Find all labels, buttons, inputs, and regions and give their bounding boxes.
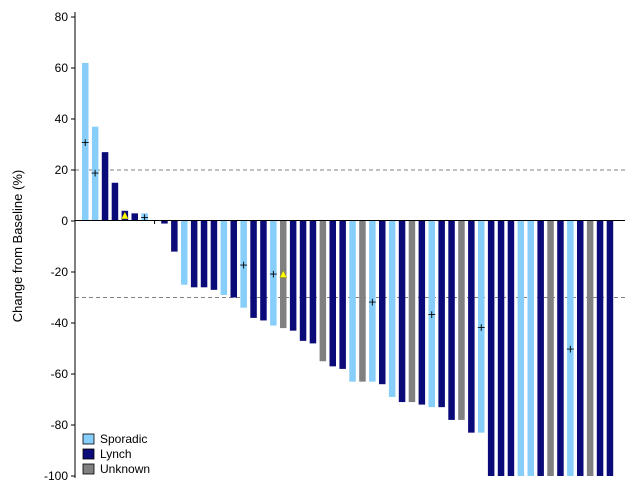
bar-lynch: [230, 221, 237, 298]
bar-lynch: [537, 221, 544, 476]
bar-sporadic: [428, 221, 435, 408]
bar-sporadic: [82, 62, 89, 222]
bar-lynch: [101, 152, 109, 221]
legend-label-sporadic: Sporadic: [100, 432, 147, 446]
triangle-marker: [121, 211, 129, 220]
bar-lynch: [487, 221, 495, 476]
bar-sporadic: [527, 221, 534, 476]
bar-lynch: [260, 221, 267, 321]
bar-lynch: [210, 221, 218, 290]
bar-unknown: [408, 221, 416, 403]
y-tick-label: 40: [55, 112, 69, 126]
bar-lynch: [379, 221, 386, 385]
bar-lynch: [398, 221, 406, 403]
bar-lynch: [190, 221, 198, 288]
bar-sporadic: [388, 221, 396, 397]
bar-lynch: [111, 182, 119, 221]
bar-lynch: [161, 221, 168, 224]
legend-swatch-unknown: [82, 463, 95, 475]
triangle-marker: [279, 270, 288, 278]
legend-label-unknown: Unknown: [100, 462, 150, 476]
bar-sporadic: [349, 221, 356, 382]
bar-sporadic: [220, 221, 228, 295]
bar-sporadic: [478, 221, 485, 433]
y-ticks: 80 60 40 20 0 -20 -40 -60 -80 -100: [44, 10, 75, 483]
bar-lynch: [200, 221, 208, 288]
bar-lynch: [557, 221, 564, 476]
bar-lynch: [299, 221, 307, 341]
bar-lynch: [596, 221, 604, 476]
legend-swatch-lynch: [82, 448, 95, 460]
y-tick-label: 60: [55, 61, 69, 75]
bar-sporadic: [141, 213, 148, 221]
y-axis-title: Change from Baseline (%): [10, 170, 25, 322]
y-tick-label: -80: [51, 418, 69, 432]
bar-lynch: [577, 221, 584, 476]
plus-marker: +: [91, 167, 100, 180]
y-tick-label: -100: [44, 469, 68, 483]
legend-swatch-sporadic: [82, 433, 95, 445]
bar-lynch: [131, 213, 138, 221]
bar-sporadic: [91, 126, 99, 221]
bar-sporadic: [270, 221, 277, 326]
bar-lynch: [250, 221, 257, 318]
plus-marker: +: [477, 321, 486, 334]
bar-sporadic: [567, 221, 574, 476]
bar-unknown: [319, 221, 327, 362]
plus-marker: +: [368, 295, 377, 308]
bar-lynch: [468, 221, 475, 433]
bar-sporadic: [369, 221, 376, 382]
plus-marker: +: [239, 258, 248, 271]
bar-unknown: [458, 221, 465, 420]
bar-lynch: [507, 221, 515, 476]
y-tick-label: 20: [55, 163, 69, 177]
bar-sporadic: [240, 221, 247, 308]
y-tick-label: -60: [51, 367, 69, 381]
bar-lynch: [497, 221, 505, 476]
bar-lynch: [309, 221, 317, 344]
legend-label-lynch: Lynch: [100, 447, 132, 461]
y-tick-label: -40: [51, 316, 69, 330]
bar-unknown: [586, 221, 594, 476]
bar-unknown: [547, 221, 554, 476]
plus-marker: +: [269, 267, 278, 280]
bar-sporadic: [517, 221, 525, 476]
y-tick-label: -20: [51, 265, 69, 279]
bar-lynch: [339, 221, 346, 369]
bar-unknown: [359, 221, 366, 382]
bar-lynch: [289, 221, 297, 331]
y-tick-label: 0: [61, 214, 68, 228]
y-axis: [74, 12, 625, 478]
bar-lynch: [606, 221, 614, 476]
bar-markers: + + + + + + + + +: [81, 136, 575, 356]
bar-lynch: [448, 221, 455, 420]
plus-marker: +: [140, 211, 149, 224]
bars: [82, 62, 614, 476]
plus-marker: +: [81, 136, 90, 149]
bar-lynch: [438, 221, 445, 408]
plus-marker: +: [427, 308, 436, 321]
bar-sporadic: [181, 221, 188, 285]
plus-marker: +: [566, 343, 575, 356]
bar-lynch: [171, 221, 178, 252]
bar-lynch: [329, 221, 336, 367]
y-tick-label: 80: [55, 10, 69, 24]
bar-lynch: [418, 221, 426, 405]
